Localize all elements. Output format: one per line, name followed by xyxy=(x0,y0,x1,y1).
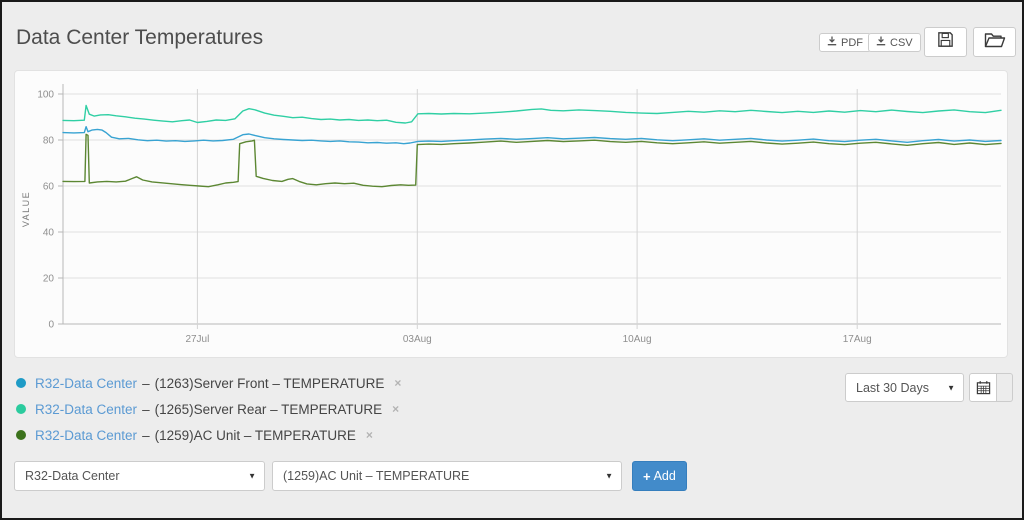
legend-separator: – xyxy=(142,427,150,443)
legend-item-server-rear: R32-Data Center – (1265)Server Rear – TE… xyxy=(16,396,401,422)
svg-text:17Aug: 17Aug xyxy=(843,334,872,345)
legend-separator: – xyxy=(142,375,150,391)
calendar-button-addon xyxy=(997,373,1013,402)
add-button-label: Add xyxy=(653,469,676,483)
svg-text:03Aug: 03Aug xyxy=(403,334,432,345)
open-folder-icon xyxy=(984,31,1006,53)
device-select[interactable]: R32-Data Center xyxy=(14,461,265,491)
calendar-icon xyxy=(969,373,997,402)
legend-metric-label: (1259)AC Unit – TEMPERATURE xyxy=(154,427,356,443)
date-range-select-wrap: Last 30 Days ▼ xyxy=(845,373,964,402)
download-icon xyxy=(876,36,886,49)
legend-item-ac-unit: R32-Data Center – (1259)AC Unit – TEMPER… xyxy=(16,422,401,448)
svg-text:VALUE: VALUE xyxy=(21,191,31,227)
device-select-wrap: R32-Data Center ▼ xyxy=(14,461,265,491)
series-color-dot xyxy=(16,404,26,414)
chart-panel: 0 20 40 60 80 100 27Jul 03Aug 10Aug 17Aug VALUE xyxy=(14,70,1008,358)
remove-series-icon[interactable]: × xyxy=(365,428,373,442)
legend-item-server-front: R32-Data Center – (1263)Server Front – T… xyxy=(16,370,401,396)
chart-legend: R32-Data Center – (1263)Server Front – T… xyxy=(16,370,401,448)
remove-series-icon[interactable]: × xyxy=(392,402,400,416)
device-link[interactable]: R32-Data Center xyxy=(35,375,138,391)
series-color-dot xyxy=(16,430,26,440)
export-csv-button[interactable]: CSV xyxy=(868,33,921,52)
plus-icon: + xyxy=(643,468,651,484)
legend-metric-label: (1265)Server Rear – TEMPERATURE xyxy=(154,401,383,417)
open-folder-button[interactable] xyxy=(973,27,1016,57)
date-range-select[interactable]: Last 30 Days xyxy=(845,373,964,402)
export-pdf-label: PDF xyxy=(841,36,863,49)
svg-text:80: 80 xyxy=(43,136,55,147)
series-color-dot xyxy=(16,378,26,388)
svg-text:0: 0 xyxy=(48,320,54,331)
export-csv-label: CSV xyxy=(890,36,913,49)
svg-text:60: 60 xyxy=(43,182,55,193)
legend-metric-label: (1263)Server Front – TEMPERATURE xyxy=(154,375,385,391)
page-title: Data Center Temperatures xyxy=(16,26,264,49)
device-link[interactable]: R32-Data Center xyxy=(35,401,138,417)
floppy-disk-icon xyxy=(936,30,955,54)
metric-select[interactable]: (1259)AC Unit – TEMPERATURE xyxy=(272,461,622,491)
legend-separator: – xyxy=(142,401,150,417)
temperature-line-chart: 0 20 40 60 80 100 27Jul 03Aug 10Aug 17Aug VALUE xyxy=(21,84,1002,345)
svg-text:20: 20 xyxy=(43,274,55,285)
download-icon xyxy=(827,36,837,49)
svg-text:40: 40 xyxy=(43,228,55,239)
svg-text:10Aug: 10Aug xyxy=(623,334,652,345)
add-series-button[interactable]: + Add xyxy=(632,461,687,491)
svg-text:100: 100 xyxy=(37,90,54,101)
metric-select-wrap: (1259)AC Unit – TEMPERATURE ▼ xyxy=(272,461,622,491)
svg-text:27Jul: 27Jul xyxy=(185,334,209,345)
export-pdf-button[interactable]: PDF xyxy=(819,33,871,52)
remove-series-icon[interactable]: × xyxy=(394,376,402,390)
device-link[interactable]: R32-Data Center xyxy=(35,427,138,443)
calendar-picker-button[interactable] xyxy=(969,373,1013,402)
save-button[interactable] xyxy=(924,27,967,57)
